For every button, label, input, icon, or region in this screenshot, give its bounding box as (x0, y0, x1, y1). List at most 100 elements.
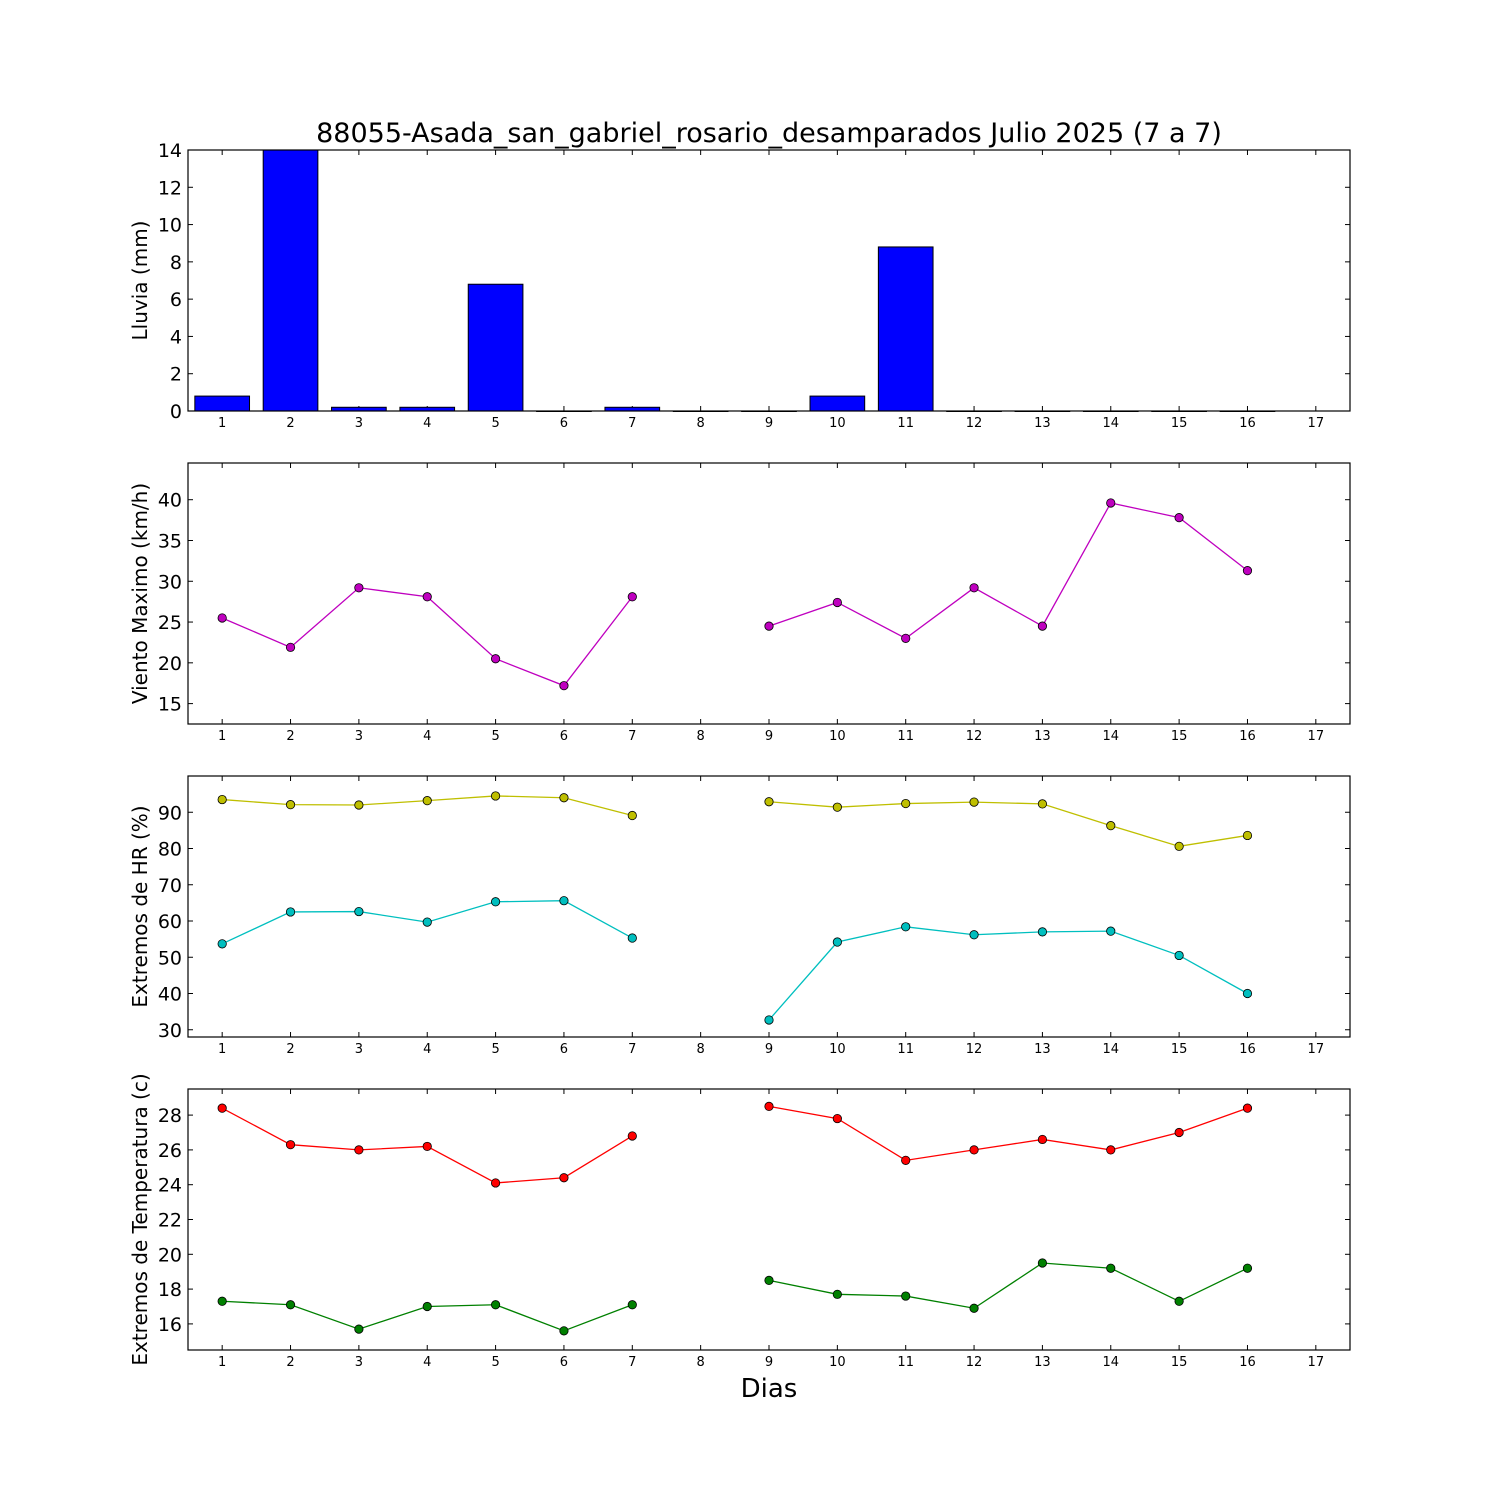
data-point-day-15 (1174, 1296, 1184, 1306)
plot-frame-lluvia (187, 149, 1351, 412)
series-line-viento-0-1 (768, 502, 1248, 640)
x-tick-label: 16 (1239, 1355, 1256, 1370)
x-tick-label: 10 (829, 416, 846, 431)
data-point-day-13 (1037, 927, 1048, 937)
data-point-day-6 (559, 681, 569, 691)
series-line-temperatura-1-1 (768, 1262, 1248, 1309)
x-tick-label: 1 (218, 1042, 226, 1057)
x-tick-label: 15 (1171, 729, 1188, 744)
data-point-day-7 (627, 1300, 637, 1310)
data-point-day-2 (285, 1140, 296, 1150)
x-tick-label: 17 (1308, 729, 1325, 744)
x-tick-label: 2 (286, 1355, 294, 1370)
data-point-day-13 (1037, 799, 1048, 809)
x-tick-label: 4 (423, 1355, 431, 1370)
x-tick-label: 2 (286, 416, 294, 431)
x-tick-label: 5 (491, 729, 499, 744)
data-point-day-15 (1174, 841, 1184, 851)
data-point-day-1 (217, 1103, 227, 1113)
x-tick-label: 13 (1034, 729, 1051, 744)
data-point-day-5 (490, 654, 501, 664)
x-tick-label: 15 (1171, 1042, 1188, 1057)
x-tick-label: 13 (1034, 1042, 1051, 1057)
y-tick-label: 70 (158, 875, 182, 897)
data-point-day-16 (1242, 1103, 1253, 1113)
y-tick-label: 40 (158, 490, 182, 512)
data-point-day-4 (422, 592, 432, 602)
x-tick-label: 6 (560, 1355, 568, 1370)
data-point-day-3 (354, 1324, 364, 1334)
x-tick-label: 2 (286, 729, 294, 744)
bar-day-5 (467, 283, 524, 412)
x-tick-label: 6 (560, 729, 568, 744)
x-tick-label: 4 (423, 1042, 431, 1057)
bar-day-2 (262, 149, 319, 412)
data-point-day-13 (1037, 621, 1048, 631)
x-tick-label: 13 (1034, 416, 1051, 431)
data-point-day-5 (490, 897, 501, 907)
x-tick-label: 7 (628, 1042, 636, 1057)
data-point-day-14 (1106, 1145, 1116, 1155)
x-tick-label: 1 (218, 729, 226, 744)
series-line-temperatura-0-1 (768, 1105, 1248, 1162)
x-tick-label: 8 (697, 729, 705, 744)
x-tick-label: 16 (1239, 1042, 1256, 1057)
x-tick-label: 17 (1308, 416, 1325, 431)
data-point-day-10 (832, 1113, 842, 1124)
data-point-day-12 (969, 583, 979, 593)
data-point-day-10 (832, 937, 842, 947)
data-point-day-15 (1174, 950, 1184, 961)
x-tick-label: 4 (423, 729, 431, 744)
data-point-day-4 (422, 1301, 432, 1312)
x-tick-label: 9 (765, 1042, 773, 1057)
data-point-day-12 (969, 797, 979, 807)
y-tick-label: 80 (158, 839, 182, 861)
data-point-day-11 (901, 1155, 911, 1165)
data-point-day-14 (1106, 1263, 1116, 1273)
y-tick-label: 8 (170, 252, 182, 274)
data-point-day-11 (901, 1291, 911, 1301)
data-point-day-7 (627, 810, 637, 821)
x-tick-label: 3 (355, 729, 363, 744)
y-tick-label: 90 (158, 802, 182, 824)
bar-day-10 (809, 395, 866, 412)
y-tick-label: 15 (158, 694, 182, 716)
data-point-day-5 (490, 1178, 501, 1188)
x-tick-label: 11 (897, 1355, 914, 1370)
data-point-day-6 (559, 1173, 569, 1183)
data-point-day-11 (901, 922, 911, 932)
y-axis-label-hr: Extremos de HR (%) (128, 805, 152, 1007)
data-point-day-14 (1106, 498, 1116, 508)
data-point-day-11 (901, 798, 911, 809)
data-point-day-6 (559, 793, 569, 803)
y-tick-label: 18 (158, 1279, 182, 1301)
x-tick-label: 16 (1239, 729, 1256, 744)
data-point-day-12 (969, 1145, 979, 1155)
series-line-hr-1-1 (768, 926, 1248, 1021)
data-point-day-16 (1242, 1263, 1253, 1273)
x-tick-label: 14 (1102, 1042, 1119, 1057)
data-point-day-4 (422, 1141, 432, 1152)
data-point-day-9 (764, 1101, 774, 1112)
x-tick-label: 14 (1102, 416, 1119, 431)
data-point-day-10 (832, 802, 842, 812)
bar-day-1 (194, 395, 251, 412)
data-point-day-4 (422, 917, 432, 927)
x-tick-label: 6 (560, 1042, 568, 1057)
x-tick-label: 3 (355, 1042, 363, 1057)
x-tick-label: 8 (697, 1355, 705, 1370)
data-point-day-3 (354, 800, 364, 810)
y-tick-label: 35 (158, 530, 182, 552)
bar-day-11 (877, 246, 934, 412)
data-point-day-7 (627, 592, 637, 602)
data-point-day-2 (285, 800, 296, 810)
x-tick-label: 17 (1308, 1355, 1325, 1370)
data-point-day-6 (559, 896, 569, 906)
x-tick-label: 1 (218, 416, 226, 431)
data-point-day-11 (901, 633, 911, 643)
plot-frame-viento (187, 462, 1351, 725)
x-tick-label: 14 (1102, 1355, 1119, 1370)
